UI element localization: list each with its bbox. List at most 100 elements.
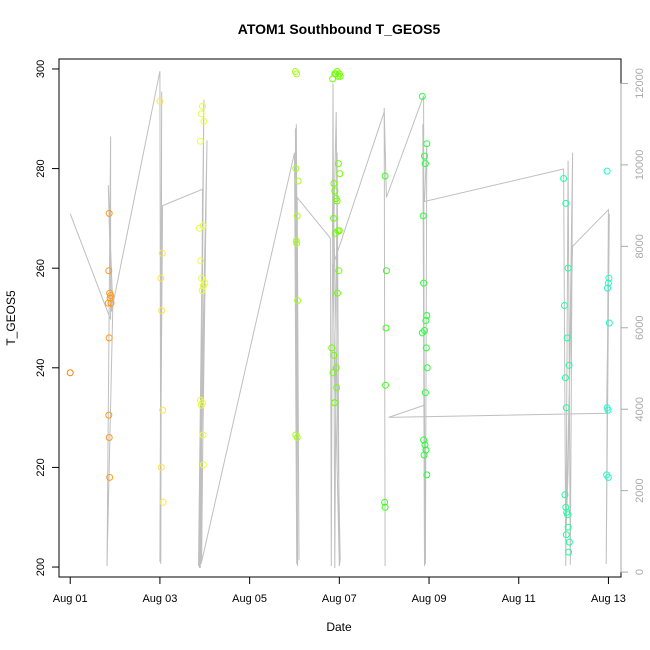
y2-tick-label: 4000 <box>634 397 646 421</box>
data-point <box>330 351 338 359</box>
data-point <box>107 292 115 300</box>
data-point <box>293 239 301 247</box>
data-point <box>196 137 204 145</box>
data-point <box>565 538 573 546</box>
data-point <box>335 267 343 275</box>
y2-tick-label: 12000 <box>634 68 646 99</box>
x-tick-label: Aug 13 <box>591 593 626 605</box>
x-axis: Aug 01 Aug 03 Aug 05 Aug 07 Aug 09 Aug 11 Aug … <box>53 576 626 605</box>
y-axis-label: T_GEOS5 <box>4 290 18 346</box>
y2-tick-label: 6000 <box>634 316 646 340</box>
x-axis-label: Date <box>326 620 352 634</box>
data-point <box>565 548 572 556</box>
x-tick-label: Aug 07 <box>322 593 357 605</box>
x-tick-label: Aug 11 <box>502 593 536 605</box>
y-axis-right: 0 2000 4000 6000 8000 10000 12000 <box>620 68 646 575</box>
data-point <box>381 503 389 511</box>
data-point <box>420 436 428 444</box>
data-point <box>293 434 301 441</box>
data-point <box>420 451 428 459</box>
data-point <box>159 498 167 506</box>
x-tick-label: Aug 03 <box>142 593 177 605</box>
data-point <box>105 411 113 419</box>
y2-tick-label: 8000 <box>634 234 646 258</box>
data-point <box>561 491 569 499</box>
data-point <box>66 369 74 377</box>
data-point <box>333 197 341 205</box>
data-point <box>107 299 115 307</box>
data-point <box>562 503 570 511</box>
data-point <box>105 267 113 275</box>
x-tick-label: Aug 05 <box>232 593 267 605</box>
altitude-layer <box>69 71 610 569</box>
data-point <box>293 70 301 78</box>
x-tick-label: Aug 01 <box>53 593 88 605</box>
data-point <box>382 267 390 275</box>
data-point <box>198 274 206 282</box>
data-point <box>421 160 429 168</box>
data-point <box>294 177 302 185</box>
data-point <box>605 319 613 327</box>
y2-tick-label: 10000 <box>634 150 646 181</box>
data-point <box>331 399 339 407</box>
data-point <box>329 369 337 377</box>
y-axis-left: 200 220 240 260 280 300 <box>35 60 60 576</box>
data-point <box>382 324 390 332</box>
data-point <box>422 317 430 324</box>
data-point <box>105 334 113 342</box>
data-point <box>421 389 429 397</box>
plot-frame <box>58 58 622 578</box>
data-point <box>604 473 612 481</box>
data-point <box>421 152 428 160</box>
data-point <box>197 110 205 118</box>
y-tick-label: 200 <box>35 558 47 576</box>
data-point <box>106 473 114 481</box>
data-point <box>198 287 206 295</box>
data-point <box>564 511 572 519</box>
points-layer <box>66 68 613 556</box>
chart-title: ATOM1 Southbound T_GEOS5 <box>238 21 441 37</box>
data-point <box>158 307 166 314</box>
data-point <box>421 327 428 334</box>
data-point <box>200 117 208 125</box>
data-point <box>603 167 611 175</box>
data-point <box>331 187 339 195</box>
data-point <box>381 172 389 180</box>
data-point <box>562 199 570 207</box>
data-point <box>563 334 571 342</box>
data-point <box>105 434 113 441</box>
data-point <box>562 404 570 412</box>
data-point <box>423 364 431 372</box>
data-point <box>156 97 164 105</box>
data-point <box>381 498 389 506</box>
data-point <box>199 282 207 290</box>
data-point <box>422 344 430 352</box>
data-point <box>561 374 569 382</box>
data-point <box>105 209 113 217</box>
data-point <box>197 257 205 265</box>
data-point <box>195 224 203 232</box>
data-point <box>604 279 612 287</box>
data-point <box>330 214 337 222</box>
y-tick-label: 300 <box>35 60 47 78</box>
data-point <box>419 212 427 220</box>
y2-tick-label: 0 <box>634 569 646 575</box>
data-point <box>334 72 342 80</box>
data-point <box>565 361 573 369</box>
data-point <box>334 160 342 168</box>
data-point <box>336 72 344 80</box>
data-point <box>328 344 336 352</box>
data-point <box>562 531 570 539</box>
data-point <box>157 274 165 282</box>
y-tick-label: 280 <box>35 159 47 177</box>
data-point <box>159 406 167 414</box>
data-point <box>561 302 568 309</box>
data-point <box>199 399 206 407</box>
data-point <box>330 180 338 187</box>
data-point <box>418 92 426 100</box>
data-point <box>199 102 206 110</box>
data-point <box>333 384 341 392</box>
altitude-line <box>69 71 610 569</box>
data-point <box>292 165 300 173</box>
data-point <box>335 227 343 235</box>
